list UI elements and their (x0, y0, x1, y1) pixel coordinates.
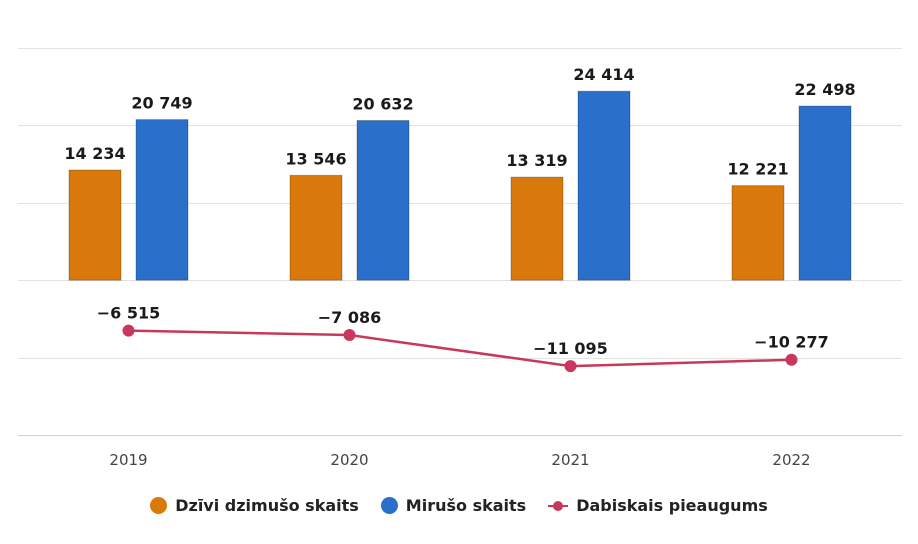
legend-swatch-births (150, 497, 168, 514)
legend-swatch-deaths (380, 497, 398, 514)
bar-data-label: 20 632 (352, 95, 413, 114)
line-data-label: −10 277 (754, 333, 829, 352)
bar (510, 176, 564, 281)
line-point (785, 353, 798, 366)
line-point (122, 324, 135, 337)
line-data-label: −6 515 (97, 304, 161, 323)
bar-data-label: 13 319 (506, 151, 567, 170)
line-point (343, 329, 356, 342)
bar-data-label: 24 414 (573, 65, 634, 84)
legend: Dzīvi dzimušo skaits Mirušo skaits Dabis… (0, 496, 918, 515)
legend-swatch-natural-increase (548, 497, 569, 514)
line-series (122, 324, 798, 373)
x-tick-label: 2020 (330, 451, 368, 469)
line-data-label: −11 095 (533, 339, 608, 358)
legend-label-births: Dzīvi dzimušo skaits (175, 496, 359, 515)
line-data-label: −7 086 (318, 308, 382, 327)
natural-increase-line (128, 329, 792, 368)
bar-data-label: 22 498 (794, 80, 855, 99)
chart-area: 14 234 20 749 13 546 20 632 13 319 24 414 12 2… (18, 48, 902, 469)
bar (356, 120, 410, 281)
legend-item-deaths[interactable]: Mirušo skaits (380, 496, 527, 515)
x-tick-label: 2021 (551, 451, 589, 469)
bar-data-label: 12 221 (727, 160, 788, 179)
legend-item-natural-increase[interactable]: Dabiskais pieaugums (548, 496, 768, 515)
line-point (564, 360, 577, 373)
bar (289, 174, 343, 281)
bars (68, 90, 852, 281)
legend-label-deaths: Mirušo skaits (405, 496, 527, 515)
bar-data-label: 20 749 (131, 94, 192, 113)
bar (731, 185, 785, 281)
bar (135, 119, 189, 281)
legend-label-natural-increase: Dabiskais pieaugums (576, 496, 768, 515)
x-tick-label: 2022 (772, 451, 810, 469)
x-axis: 2019 2020 2021 2022 (109, 451, 810, 469)
bar (68, 169, 122, 281)
bar-data-label: 13 546 (285, 149, 346, 168)
x-tick-label: 2019 (109, 451, 147, 469)
bar (798, 105, 852, 281)
data-labels: 14 234 20 749 13 546 20 632 13 319 24 414 12 2… (64, 65, 855, 358)
legend-item-births[interactable]: Dzīvi dzimušo skaits (150, 496, 359, 515)
bar (577, 90, 631, 281)
bar-data-label: 14 234 (64, 144, 125, 163)
